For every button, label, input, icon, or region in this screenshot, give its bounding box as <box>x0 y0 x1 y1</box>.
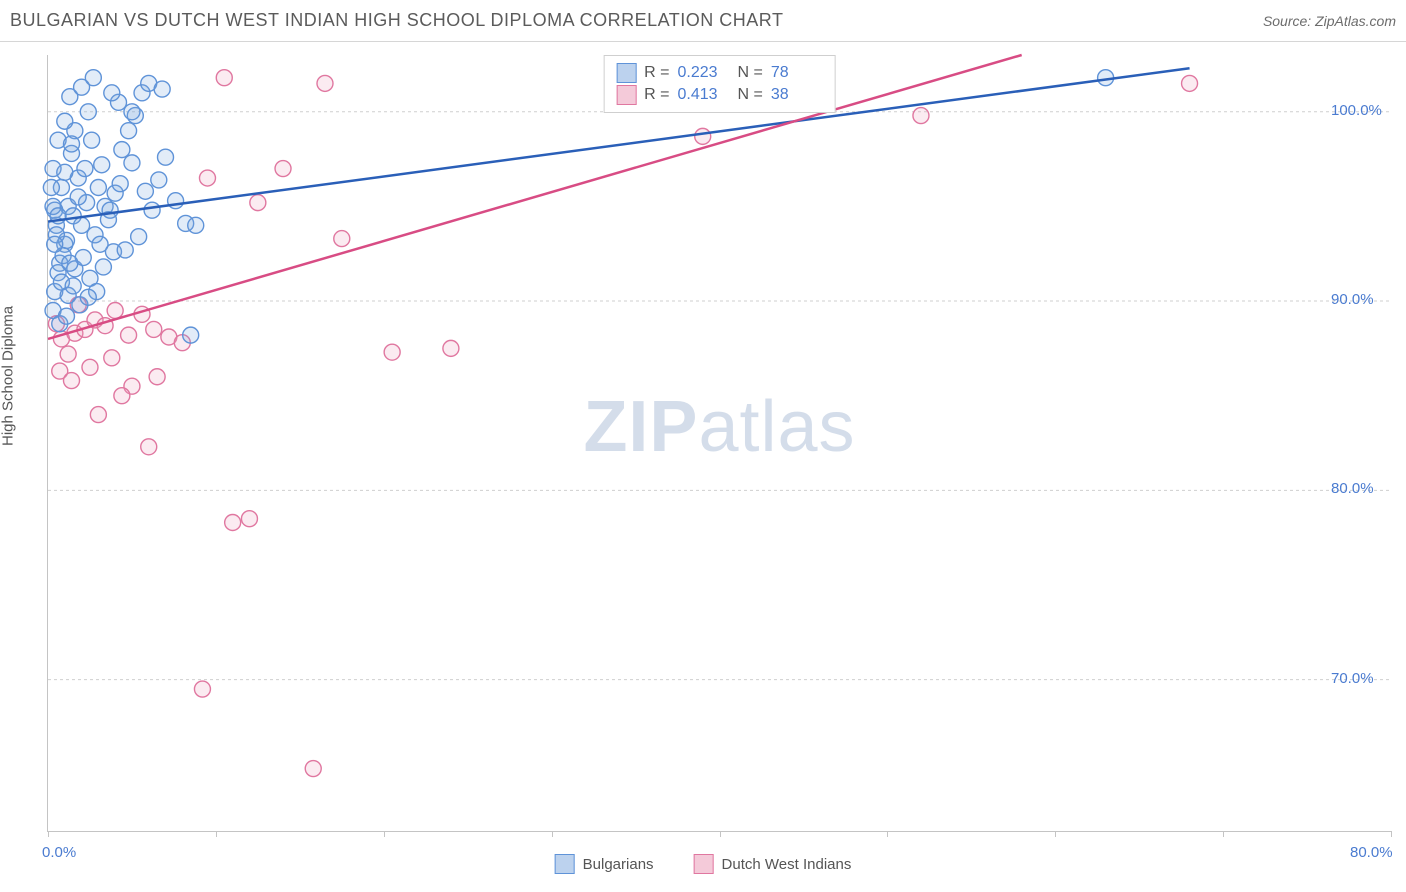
xtick-label: 0.0% <box>42 844 76 861</box>
stats-row-bulgarians: R = 0.223 N = 78 <box>616 63 823 83</box>
source-label: Source: ZipAtlas.com <box>1263 13 1396 29</box>
chart-title: BULGARIAN VS DUTCH WEST INDIAN HIGH SCHO… <box>10 10 783 31</box>
swatch-dutch-icon <box>694 854 714 874</box>
plot-svg <box>48 55 1391 831</box>
title-bar: BULGARIAN VS DUTCH WEST INDIAN HIGH SCHO… <box>0 0 1406 42</box>
y-axis-label: High School Diploma <box>0 306 17 446</box>
swatch-bulgarians <box>616 63 636 83</box>
xtick-label: 80.0% <box>1350 844 1393 861</box>
stats-legend: R = 0.223 N = 78 R = 0.413 N = 38 <box>603 55 836 113</box>
ytick-label: 100.0% <box>1331 102 1382 119</box>
series-legend: Bulgarians Dutch West Indians <box>555 854 852 874</box>
ytick-label: 80.0% <box>1331 480 1374 497</box>
swatch-bulgarians-icon <box>555 854 575 874</box>
stats-row-dutch: R = 0.413 N = 38 <box>616 85 823 105</box>
ytick-label: 70.0% <box>1331 670 1374 687</box>
legend-item-dutch: Dutch West Indians <box>694 854 852 874</box>
plot-area: ZIPatlas R = 0.223 N = 78 R = 0.413 N = … <box>47 55 1391 832</box>
swatch-dutch <box>616 85 636 105</box>
ytick-label: 90.0% <box>1331 291 1374 308</box>
legend-item-bulgarians: Bulgarians <box>555 854 654 874</box>
